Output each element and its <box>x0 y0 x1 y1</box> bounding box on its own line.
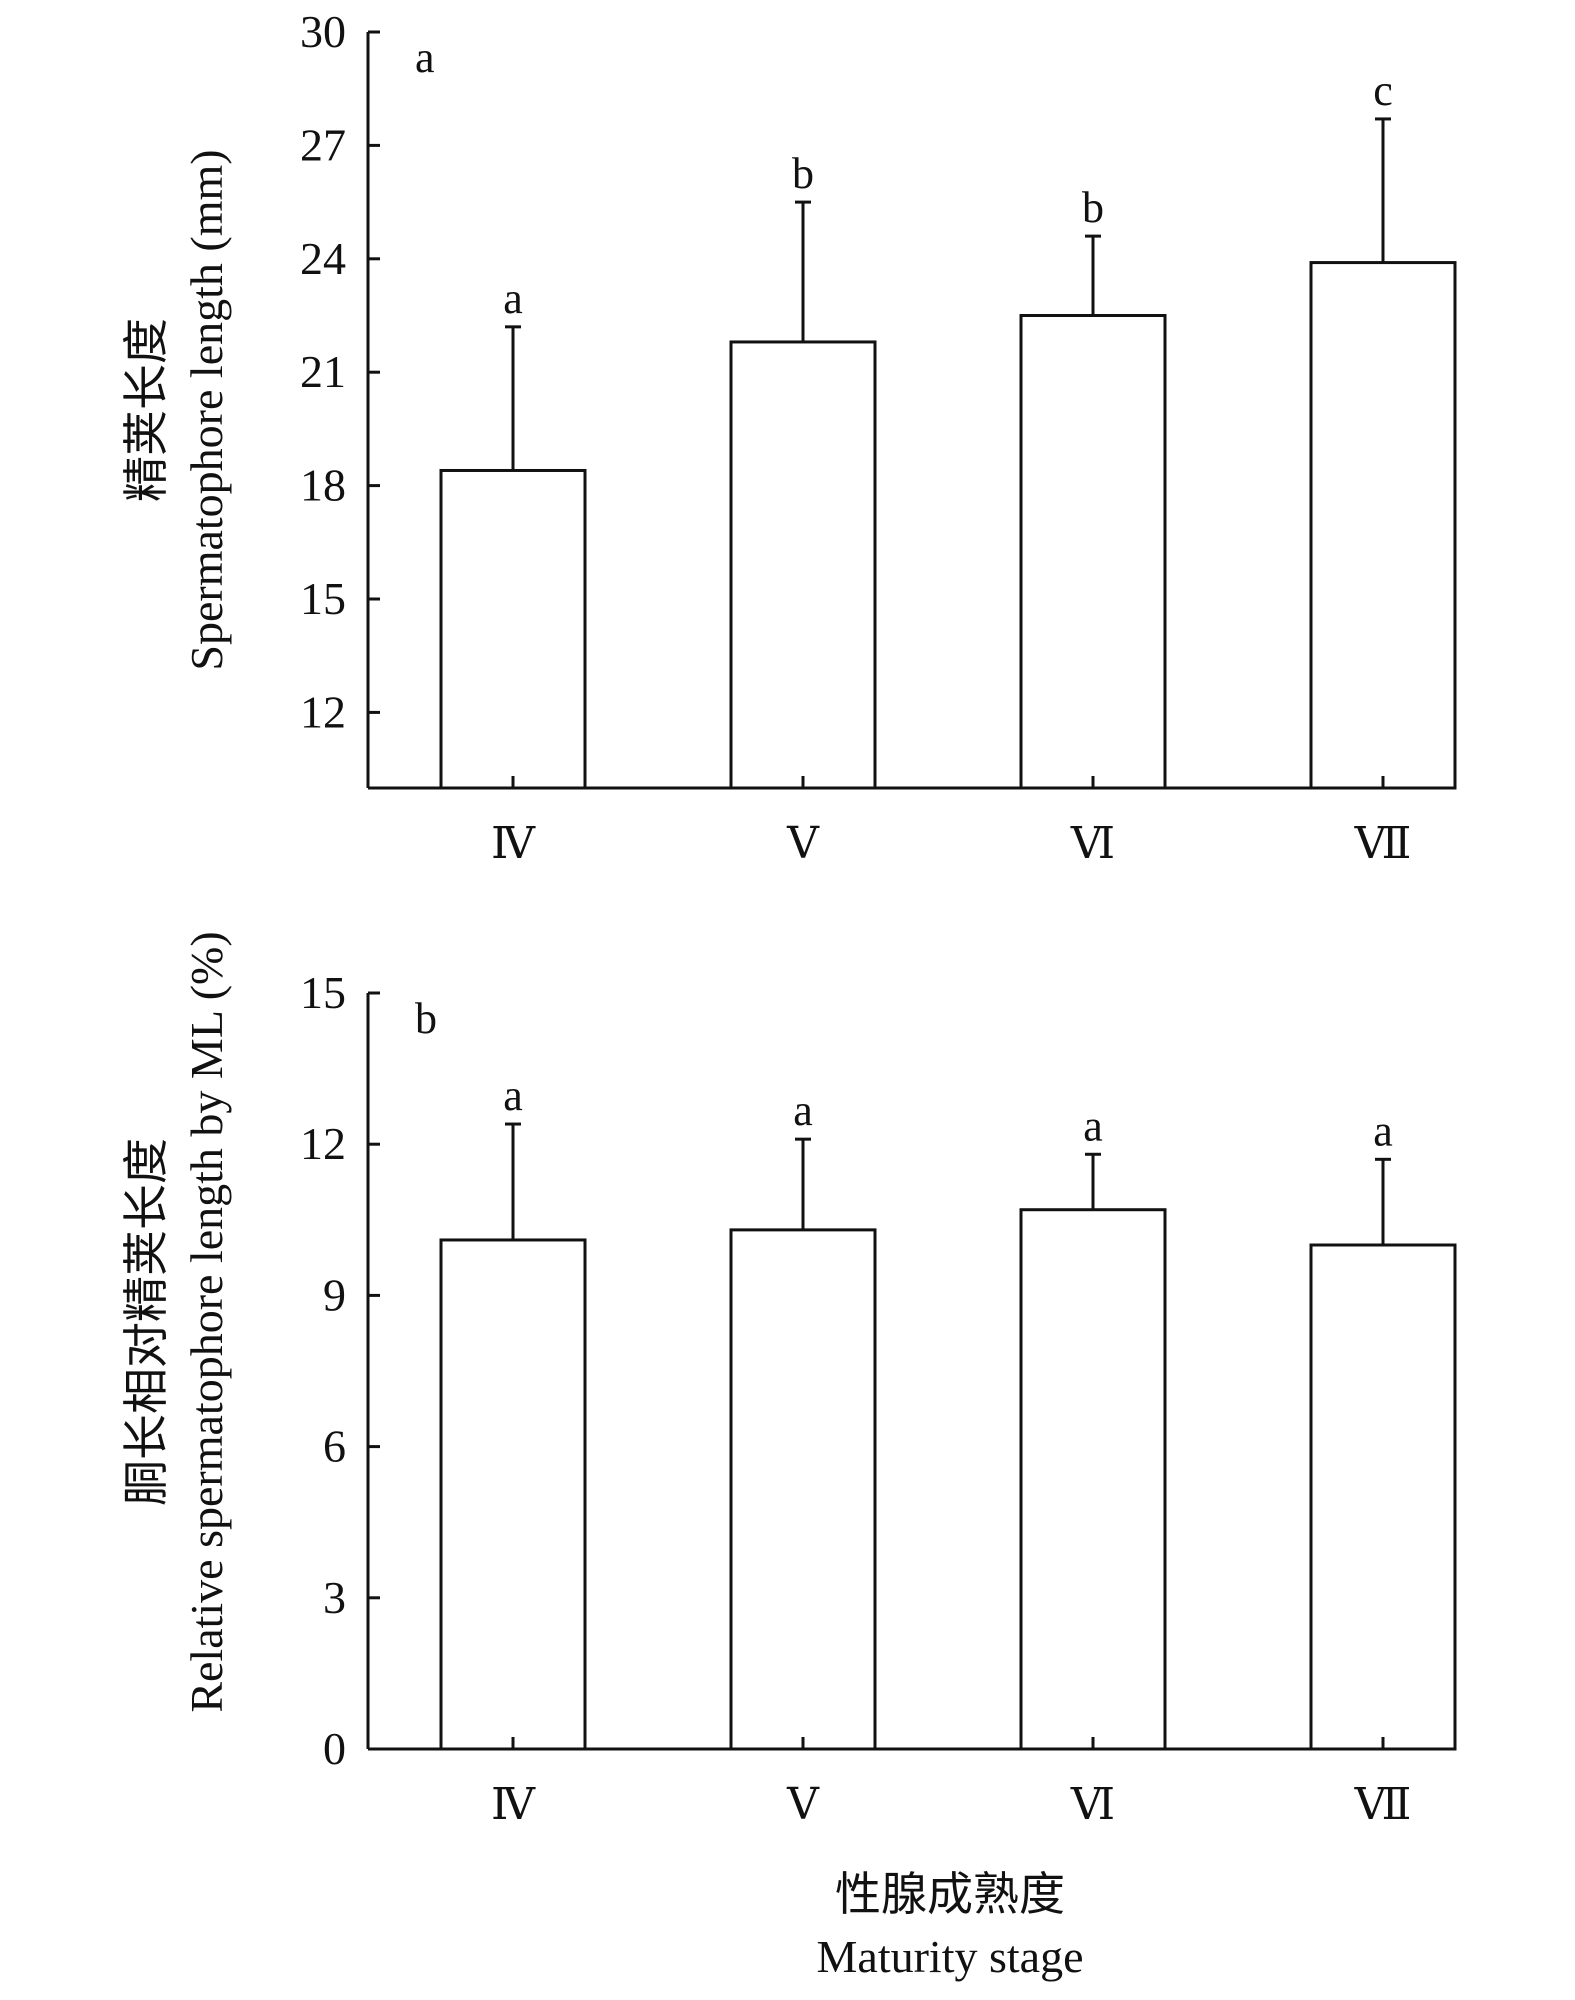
y-ticks-b: 0 3 6 9 12 15 <box>300 967 380 1774</box>
bar <box>1309 1243 1457 1751</box>
y-tick-label: 30 <box>300 6 346 57</box>
x-category-label: Ⅵ <box>1070 819 1115 868</box>
y-tick-label: 21 <box>300 346 346 397</box>
y-tick-label: 15 <box>300 573 346 624</box>
significance-label: b <box>1082 183 1104 232</box>
significance-label: a <box>793 1086 813 1135</box>
y-axis-title-en-b: Relative spermatophore length by ML (%) <box>181 931 232 1712</box>
significance-label: b <box>792 149 814 198</box>
bar <box>729 1228 877 1751</box>
x-ticks-b: Ⅳ Ⅴ Ⅵ Ⅶ <box>491 1737 1411 1829</box>
y-axis-title-zh-a: 精荚长度 <box>121 318 172 502</box>
bar <box>1309 261 1457 790</box>
x-category-label: Ⅳ <box>491 819 536 868</box>
x-category-label: Ⅴ <box>786 1780 820 1829</box>
bar <box>439 1238 587 1751</box>
y-axis-title-zh-b: 胴长相对精荚长度 <box>121 1138 172 1506</box>
bar <box>1019 314 1167 790</box>
significance-label: a <box>503 1071 523 1120</box>
y-tick-label: 15 <box>300 967 346 1018</box>
bars-a: a b b c <box>439 66 1457 790</box>
y-axis-title-en-a: Spermatophore length (mm) <box>181 149 232 670</box>
panel-label-a: a <box>415 33 435 82</box>
x-category-label: Ⅵ <box>1070 1780 1115 1829</box>
x-category-label: Ⅳ <box>491 1780 536 1829</box>
y-ticks-a: 12 15 18 21 24 27 30 <box>300 6 380 737</box>
y-tick-label: 6 <box>323 1421 346 1472</box>
y-tick-label: 9 <box>323 1269 346 1320</box>
y-tick-label: 0 <box>323 1723 346 1774</box>
x-category-label: Ⅶ <box>1354 819 1412 868</box>
y-tick-label: 12 <box>300 686 346 737</box>
x-ticks-a: Ⅳ Ⅴ Ⅵ Ⅶ <box>491 776 1411 868</box>
y-tick-label: 24 <box>300 233 346 284</box>
x-axis-title-en: Maturity stage <box>817 1931 1084 1982</box>
bar <box>729 340 877 790</box>
significance-label: a <box>1373 1106 1393 1155</box>
bar <box>1019 1208 1167 1751</box>
y-tick-label: 18 <box>300 460 346 511</box>
x-axis-title-zh: 性腺成熟度 <box>835 1869 1065 1920</box>
y-tick-label: 12 <box>300 1118 346 1169</box>
panel-label-b: b <box>415 994 437 1043</box>
x-category-label: Ⅴ <box>786 819 820 868</box>
significance-label: a <box>1083 1101 1103 1150</box>
significance-label: a <box>503 274 523 323</box>
panel-b: b a a a a 0 3 6 9 12 15 Ⅳ Ⅴ Ⅵ Ⅶ 胴长相对精荚长度 Relative s… <box>121 931 1457 1829</box>
panel-a: a a b b c 12 15 18 21 24 27 30 Ⅳ Ⅴ Ⅵ Ⅶ 精荚长度 Spermato… <box>121 6 1457 868</box>
y-tick-label: 27 <box>300 119 346 170</box>
significance-label: c <box>1373 66 1393 115</box>
bar <box>439 468 587 790</box>
y-tick-label: 3 <box>323 1572 346 1623</box>
x-category-label: Ⅶ <box>1354 1780 1412 1829</box>
